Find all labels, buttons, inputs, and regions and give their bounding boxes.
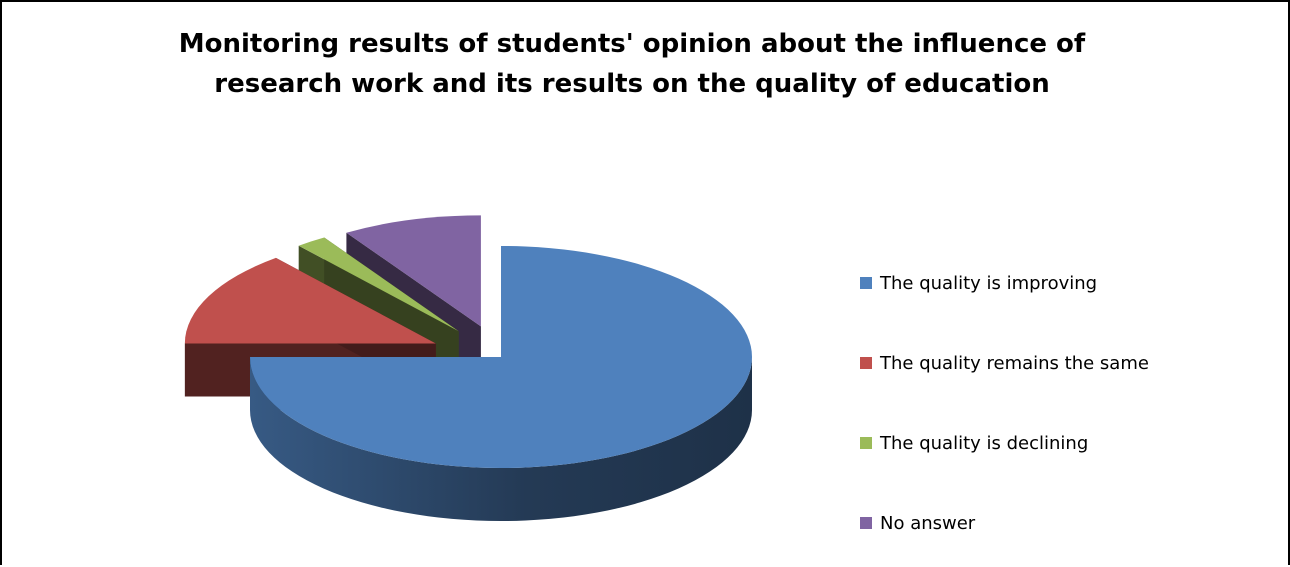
legend-label-improving: The quality is improving — [880, 272, 1098, 294]
legend-swatch-improving — [860, 277, 872, 289]
legend-swatch-declining — [860, 437, 872, 449]
chart-legend: The quality is improving The quality rem… — [860, 260, 1280, 560]
legend-swatch-no-answer — [860, 517, 872, 529]
chart-title-line-1: Monitoring results of students' opinion … — [178, 29, 1086, 59]
legend-item-same: The quality remains the same — [860, 348, 1149, 378]
legend-item-improving: The quality is improving — [860, 268, 1097, 298]
chart-title-line-2: research work and its results on the qua… — [214, 69, 1050, 99]
pie-slice-improving — [250, 246, 752, 521]
legend-label-no-answer: No answer — [880, 512, 976, 534]
legend-item-declining: The quality is declining — [860, 428, 1088, 458]
legend-label-declining: The quality is declining — [880, 432, 1089, 454]
legend-swatch-same — [860, 357, 872, 369]
legend-label-same: The quality remains the same — [880, 352, 1149, 374]
chart-title: Monitoring results of students' opinion … — [42, 24, 1222, 104]
legend-item-no-answer: No answer — [860, 508, 975, 538]
